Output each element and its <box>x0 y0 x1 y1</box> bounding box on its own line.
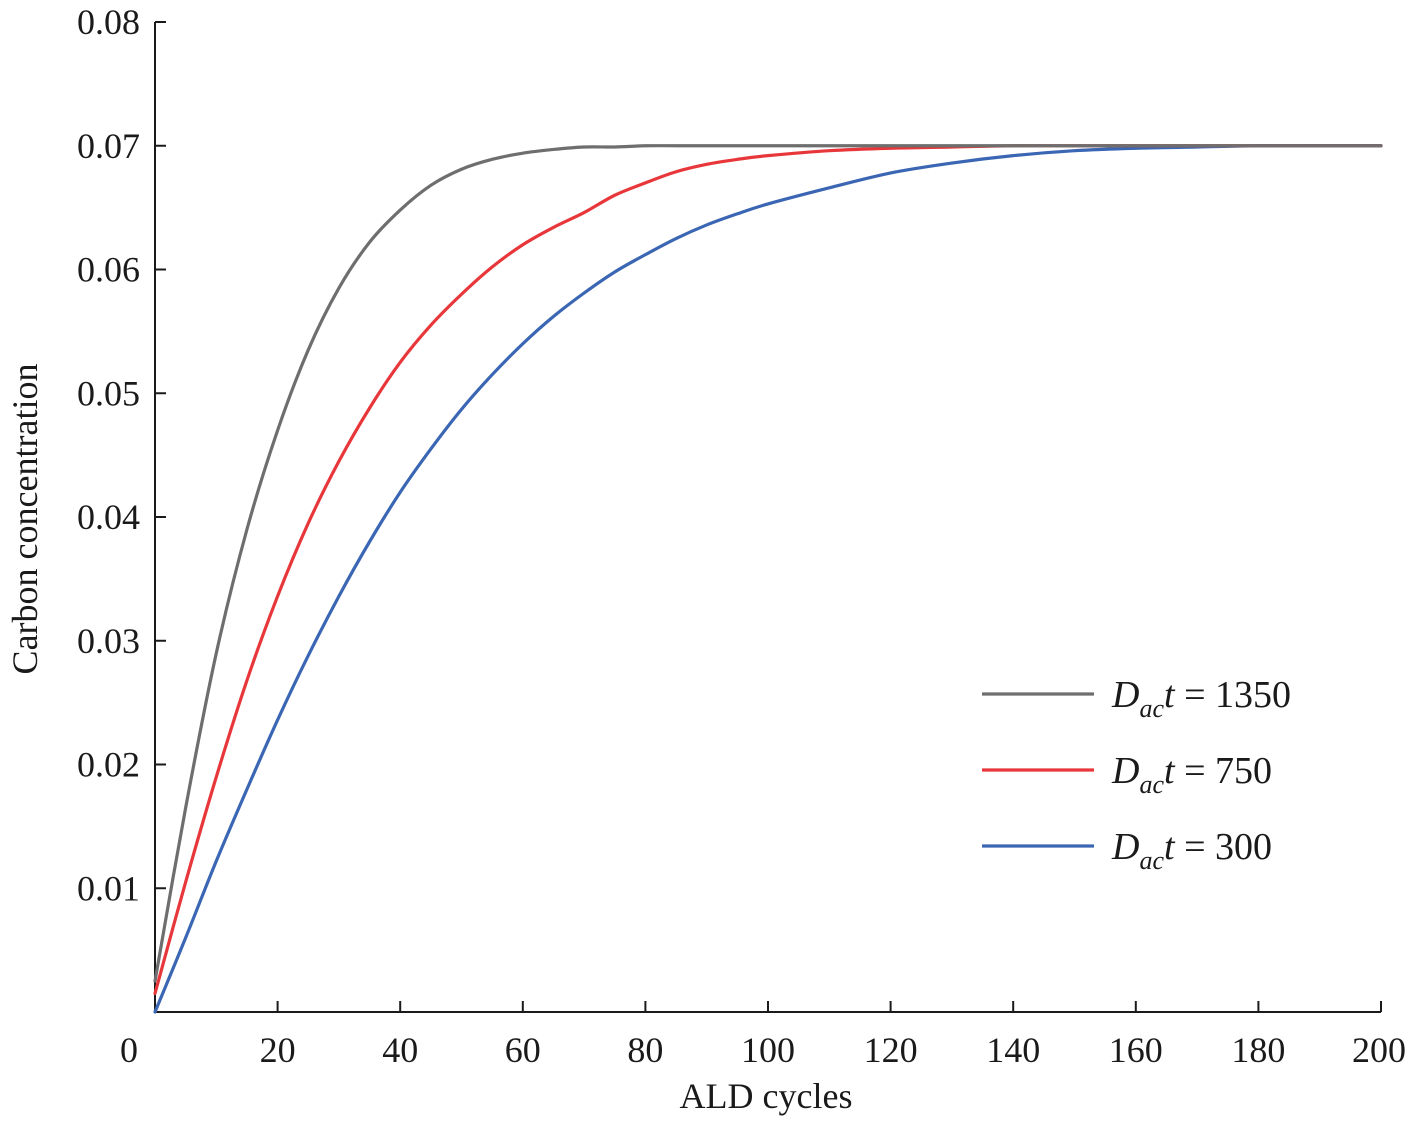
series-line-1 <box>153 144 1383 983</box>
x-tick-label: 20 <box>260 1030 296 1070</box>
y-tick-label: 0.07 <box>77 126 140 166</box>
y-axis: 0.01 0.02 0.03 0.04 0.05 0.06 0.07 0.08 <box>77 2 166 1012</box>
x-tick-label: 0 <box>120 1030 138 1070</box>
y-axis-title: Carbon concentration <box>5 364 45 675</box>
x-tick-label: 60 <box>505 1030 541 1070</box>
x-tick-label: 140 <box>986 1030 1040 1070</box>
y-tick-label: 0.06 <box>77 250 140 290</box>
legend-label-1: Dact = 1350 <box>1111 674 1291 723</box>
legend-label-2: Dact = 750 <box>1111 750 1272 799</box>
x-tick-label: 120 <box>864 1030 918 1070</box>
x-tick-label: 100 <box>741 1030 795 1070</box>
y-tick-label: 0.01 <box>77 868 140 908</box>
y-tick-label: 0.02 <box>77 745 140 785</box>
legend-label-3: Dact = 300 <box>1111 826 1272 875</box>
x-tick-label: 80 <box>627 1030 663 1070</box>
x-tick-label: 160 <box>1109 1030 1163 1070</box>
x-tick-label: 40 <box>382 1030 418 1070</box>
y-tick-label: 0.08 <box>77 2 140 42</box>
series-lines <box>153 144 1383 1014</box>
y-tick-label: 0.03 <box>77 621 140 661</box>
legend: Dact = 1350 Dact = 750 Dact = 300 <box>982 674 1291 875</box>
x-axis-title: ALD cycles <box>680 1076 853 1116</box>
x-axis: 0 20 40 60 80 100 120 140 160 180 200 <box>120 1001 1406 1070</box>
x-tick-label: 200 <box>1352 1030 1406 1070</box>
series-line-3 <box>153 144 1383 1014</box>
y-tick-label: 0.05 <box>77 373 140 413</box>
x-tick-label: 180 <box>1231 1030 1285 1070</box>
y-tick-label: 0.04 <box>77 497 140 537</box>
